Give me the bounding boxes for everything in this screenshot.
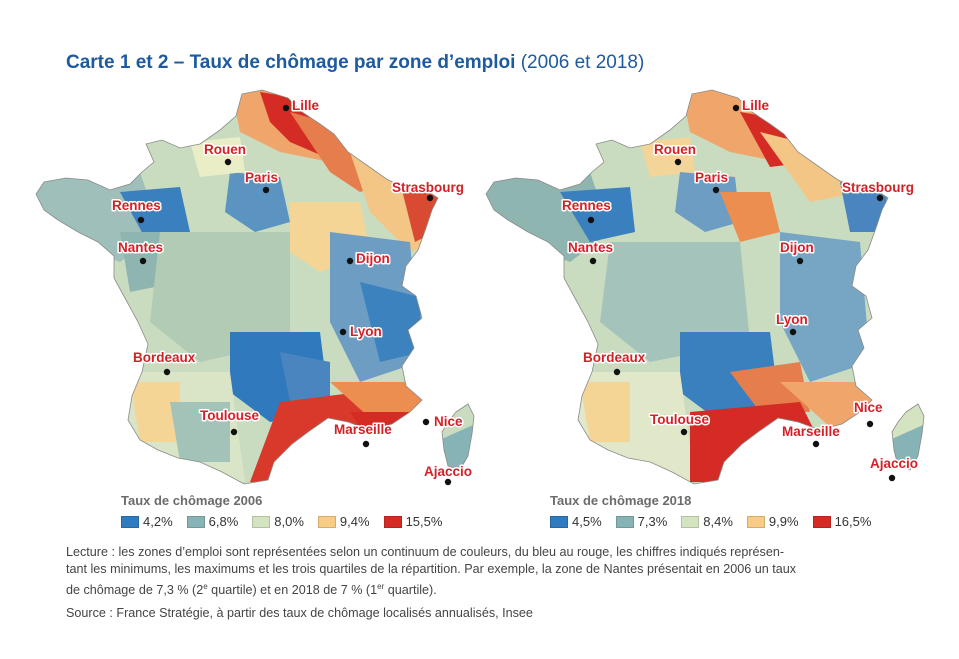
city-strasbourg: Strasbourg — [841, 179, 916, 202]
city-paris: Paris — [244, 169, 280, 194]
legend-item-q4: 9,4% — [317, 514, 370, 529]
legend-item-q2: 6,8% — [186, 514, 238, 529]
svg-text:Toulouse: Toulouse — [200, 408, 259, 423]
legend-2006: Taux de chômage 2006 4,2% 6,8% 8,0% 9,4%… — [121, 493, 456, 529]
city-toulouse: Toulouse — [199, 407, 261, 436]
svg-text:Lyon: Lyon — [776, 312, 808, 327]
legend-swatch — [121, 515, 139, 528]
map-2006: Lille Rouen Paris Strasbourg Rennes Nant… — [35, 89, 475, 486]
city-toulouse: Toulouse — [649, 411, 711, 436]
page-title: Carte 1 et 2 – Taux de chômage par zone … — [66, 52, 644, 74]
svg-text:Nantes: Nantes — [118, 240, 163, 255]
legend-swatch — [615, 515, 634, 528]
legend-title: Taux de chômage 2018 — [550, 493, 692, 508]
svg-text:Bordeaux: Bordeaux — [583, 350, 646, 365]
legend-swatch — [812, 515, 831, 528]
city-lille: Lille — [282, 97, 321, 115]
city-rennes: Rennes — [111, 197, 162, 224]
map-2018: Lille Rouen Paris Strasbourg Rennes Nant… — [485, 89, 925, 485]
city-dijon: Dijon — [779, 239, 815, 265]
svg-text:Marseille: Marseille — [782, 424, 840, 439]
legend-swatch — [746, 515, 765, 528]
svg-text:Nantes: Nantes — [568, 240, 613, 255]
city-strasbourg: Strasbourg — [391, 179, 466, 202]
legend-item-q1: 4,2% — [121, 514, 173, 529]
maps-area: Lille Rouen Paris Strasbourg Rennes Nant… — [35, 89, 925, 486]
svg-text:Nice: Nice — [434, 414, 463, 429]
svg-text:Rennes: Rennes — [112, 198, 161, 213]
title-main: Carte 1 et 2 – Taux de chômage par zone … — [66, 52, 516, 73]
svg-text:Lille: Lille — [742, 98, 769, 113]
legend-item-q4: 9,9% — [746, 514, 799, 529]
legend-item-q5: 16,5% — [812, 514, 871, 529]
svg-text:Strasbourg: Strasbourg — [842, 180, 914, 195]
city-rouen: Rouen — [653, 141, 698, 166]
svg-text:Rennes: Rennes — [562, 198, 611, 213]
city-bordeaux: Bordeaux — [132, 349, 197, 376]
legend-swatch — [681, 515, 700, 528]
svg-text:Bordeaux: Bordeaux — [133, 350, 196, 365]
legend-swatch — [317, 515, 336, 528]
svg-text:Rouen: Rouen — [204, 142, 246, 157]
svg-text:Ajaccio: Ajaccio — [424, 464, 472, 479]
city-nice: Nice — [853, 399, 885, 428]
legend-item-q3: 8,0% — [252, 514, 304, 529]
city-rennes: Rennes — [561, 197, 612, 224]
source-note: Source : France Stratégie, à partir des … — [66, 606, 533, 620]
svg-text:Paris: Paris — [695, 170, 728, 185]
city-nantes: Nantes — [117, 239, 165, 265]
city-lille: Lille — [732, 97, 771, 115]
legend-title: Taux de chômage 2006 — [121, 493, 263, 508]
legend-item-q2: 7,3% — [615, 514, 667, 529]
title-years: (2006 et 2018) — [520, 52, 645, 73]
svg-text:Dijon: Dijon — [356, 251, 390, 266]
city-bordeaux: Bordeaux — [582, 349, 647, 376]
legend-swatch — [383, 515, 402, 528]
svg-text:Paris: Paris — [245, 170, 278, 185]
svg-text:Ajaccio: Ajaccio — [870, 456, 918, 471]
svg-text:Lille: Lille — [292, 98, 319, 113]
city-dijon: Dijon — [346, 250, 391, 268]
city-marseille: Marseille — [781, 423, 842, 448]
city-paris: Paris — [694, 169, 730, 194]
legend-swatch — [186, 515, 205, 528]
legend-swatch — [550, 515, 568, 528]
city-ajaccio: Ajaccio — [869, 455, 920, 482]
city-lyon: Lyon — [339, 323, 383, 341]
city-nantes: Nantes — [567, 239, 615, 265]
city-marseille: Marseille — [333, 421, 394, 448]
svg-text:Toulouse: Toulouse — [650, 412, 709, 427]
legend-item-q3: 8,4% — [681, 514, 733, 529]
svg-text:Marseille: Marseille — [334, 422, 392, 437]
svg-text:Lyon: Lyon — [350, 324, 382, 339]
city-nice: Nice — [422, 413, 465, 431]
svg-text:Strasbourg: Strasbourg — [392, 180, 464, 195]
svg-text:Rouen: Rouen — [654, 142, 696, 157]
svg-text:Nice: Nice — [854, 400, 883, 415]
legend-swatch — [252, 515, 271, 528]
city-lyon: Lyon — [775, 311, 809, 336]
city-ajaccio: Ajaccio — [423, 463, 474, 486]
legend-2018: Taux de chômage 2018 4,5% 7,3% 8,4% 9,9%… — [550, 493, 885, 529]
legend-item-q1: 4,5% — [550, 514, 602, 529]
city-rouen: Rouen — [203, 141, 248, 166]
legend-item-q5: 15,5% — [383, 514, 442, 529]
lecture-note: Lecture : les zones d’emploi sont représ… — [66, 545, 797, 598]
svg-text:Dijon: Dijon — [780, 240, 814, 255]
